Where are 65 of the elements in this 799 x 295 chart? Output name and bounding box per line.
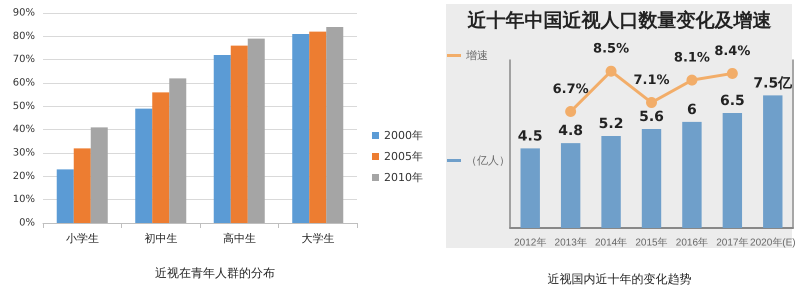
- point: [565, 106, 576, 118]
- bar: [642, 128, 662, 228]
- point: [726, 68, 738, 79]
- data-label: 8.4%: [714, 44, 750, 59]
- y-tick-label: 90%: [12, 8, 35, 18]
- y-tick-label: 20%: [12, 170, 35, 182]
- bar: [309, 32, 326, 223]
- text: 近视国内近十年的变化趋势: [548, 272, 692, 286]
- y-tick-label: 0%: [19, 218, 35, 228]
- bar: [292, 34, 310, 223]
- bar: [560, 143, 580, 228]
- x-tick-label: 高中生: [222, 232, 256, 245]
- y-tick-label: 50%: [12, 100, 35, 112]
- data-label: 6: [687, 102, 697, 118]
- y-tick-label: 10%: [12, 194, 35, 206]
- y-tick-label: 30%: [12, 148, 35, 158]
- legend-label: 2000年: [384, 129, 424, 142]
- bar: [135, 108, 152, 223]
- data-label: 7.1%: [633, 73, 670, 88]
- y-tick-label: 70%: [12, 54, 35, 66]
- point: [686, 74, 698, 86]
- bar: [169, 78, 186, 223]
- data-label: 5.6: [639, 108, 664, 125]
- y-tick-label: 40%: [12, 124, 35, 136]
- x-tick-label: 2015年: [635, 236, 668, 248]
- data-label: 4.5: [518, 128, 543, 144]
- y-tick-label: 60%: [12, 78, 35, 88]
- bar: [682, 122, 702, 228]
- data-label: 7.5亿: [753, 75, 794, 92]
- x-tick-label: 小学生: [66, 232, 99, 245]
- bar: [601, 136, 621, 228]
- x-tick-label: 2016年: [676, 236, 708, 248]
- bar: [152, 92, 170, 223]
- legend-label: （亿人）: [466, 154, 510, 167]
- legend-label: 增速: [465, 49, 488, 62]
- data-label: 5.2: [598, 116, 624, 132]
- point: [646, 97, 657, 108]
- bar: [230, 46, 248, 223]
- bar: [326, 27, 344, 223]
- bar: [248, 38, 265, 223]
- bar: [56, 169, 74, 223]
- x-tick-label: 2013年: [554, 236, 587, 248]
- bar: [722, 113, 742, 228]
- text: 近视在青年人群的分布: [155, 266, 275, 280]
- x-tick-label: 大学生: [301, 232, 334, 245]
- y-tick-label: 80%: [12, 30, 35, 42]
- point: [606, 66, 617, 77]
- x-tick-label: 2017年: [716, 236, 748, 248]
- x-tick-label: 初中生: [144, 232, 178, 245]
- x-tick-label: 2012年: [514, 236, 546, 248]
- data-label: 8.5%: [593, 42, 630, 57]
- bar: [90, 127, 108, 223]
- data-label: 8.1%: [674, 50, 710, 66]
- bar: [763, 95, 782, 228]
- data-label: 4.8: [558, 123, 584, 140]
- data-label: 6.5: [720, 93, 745, 110]
- x-tick-label: 2014年: [594, 236, 628, 248]
- legend-label: 2005年: [384, 150, 424, 163]
- data-label: 6.7%: [552, 82, 589, 98]
- x-tick-label: 2020年(E): [750, 236, 796, 248]
- bar: [74, 148, 91, 223]
- chart-title: 近十年中国近视人口数量变化及增速: [466, 10, 772, 32]
- legend-label: 2010年: [384, 171, 424, 184]
- bar: [214, 55, 231, 223]
- bar: [520, 148, 540, 228]
